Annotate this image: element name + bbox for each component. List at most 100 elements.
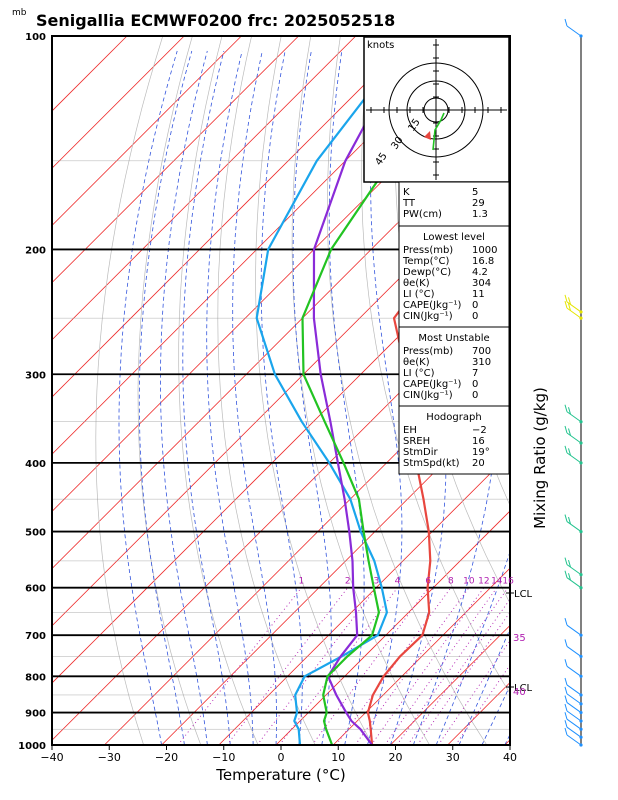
wind-barb-shaft <box>566 577 582 589</box>
index-label: Press(mb) <box>403 346 453 357</box>
index-label: SREH <box>403 436 430 447</box>
isotherm-line <box>218 453 510 745</box>
wind-barb-shaft <box>566 521 582 532</box>
lcl-label-lower: LCL <box>514 683 533 694</box>
temperature-tick-label: −20 <box>155 751 178 764</box>
index-value: 11 <box>472 289 485 300</box>
mixing-ratio-line <box>354 587 470 745</box>
isotherm-line <box>52 36 128 112</box>
pressure-unit: mb <box>12 8 27 18</box>
index-value: −2 <box>472 425 487 436</box>
mixing-ratio-line <box>384 587 498 745</box>
index-value: 20 <box>472 458 485 469</box>
wind-barb-feather <box>564 720 568 728</box>
index-value: 0 <box>472 300 478 311</box>
pressure-tick-label: 600 <box>25 584 46 595</box>
dry-adiabat <box>291 36 430 745</box>
index-label: Dewp(°C) <box>403 267 451 278</box>
lcl-label-upper: LCL <box>514 589 533 600</box>
wind-barb-feather <box>564 618 568 626</box>
index-label: StmSpd(kt) <box>403 458 460 469</box>
wind-barb-feather <box>564 570 568 578</box>
pressure-tick-label: 100 <box>25 32 46 43</box>
wind-barb-feather <box>564 445 568 453</box>
index-section-box <box>398 181 510 227</box>
mixing-ratio-label: 16 <box>502 577 514 587</box>
wind-barb-feather <box>568 448 571 456</box>
wind-barb-feather <box>564 727 568 736</box>
wind-barb-shaft <box>566 307 582 319</box>
temperature-tick-label: −30 <box>98 751 121 764</box>
index-value: 1000 <box>472 245 497 256</box>
isotherm-line <box>52 36 357 341</box>
index-label: StmDir <box>403 447 438 458</box>
moist-adiabat <box>292 50 332 745</box>
wind-barb-shaft <box>566 301 582 313</box>
pressure-tick-label: 1000 <box>18 741 46 752</box>
wind-barb-shaft <box>566 411 582 423</box>
mixing-ratio-labels: 1 2 3 4 6 8 10 12 14 16 <box>299 577 515 587</box>
mixing-ratio-line <box>335 587 452 745</box>
wind-barb-feather <box>564 659 568 667</box>
profile-lines <box>255 36 510 745</box>
index-label: TT <box>402 198 416 209</box>
wind-barb-feather <box>564 557 568 565</box>
mixing-ratio-axis-label: Mixing Ratio (g/kg) <box>531 387 549 529</box>
mixing-ratio-line <box>396 587 509 745</box>
moist-adiabat <box>138 50 193 745</box>
temperature-tick-label: 30 <box>446 751 460 764</box>
wind-barb-feather <box>568 573 571 581</box>
index-label: CIN(Jkg⁻¹) <box>403 311 453 322</box>
index-label: θe(K) <box>403 357 430 368</box>
wind-barb-shaft <box>566 726 582 738</box>
isotherm-line <box>52 36 299 284</box>
index-value: 310 <box>472 357 491 368</box>
hodograph: knots 15 30 45 <box>363 36 510 183</box>
index-label: K <box>403 187 410 198</box>
wind-barb-feather <box>564 425 568 434</box>
wind-barb-shaft <box>566 665 582 677</box>
wind-barb-feather <box>564 677 568 686</box>
temperature-tick-label: −40 <box>40 751 63 764</box>
dry-adiabat <box>577 36 618 745</box>
wind-barb-feather <box>564 686 568 695</box>
wind-barb-feather <box>564 639 568 647</box>
wind-profile <box>564 18 583 747</box>
wind-barb-feather <box>568 303 571 311</box>
mixing-ratio-line <box>437 639 510 745</box>
mixing-ratio-label: 3 <box>374 577 380 587</box>
wind-barb-feather <box>564 294 568 303</box>
wind-barb-shaft <box>566 432 582 444</box>
index-value: 29 <box>472 198 485 209</box>
index-section-box <box>398 225 510 328</box>
isotherm-line <box>52 167 510 627</box>
index-label: θe(K) <box>403 278 430 289</box>
temperature-tick-label: 10 <box>331 751 345 764</box>
isotherm-line <box>562 36 618 745</box>
dewpoint-line <box>255 36 414 745</box>
dry-adiabat <box>178 36 259 745</box>
dry-adiabat <box>548 36 618 745</box>
theta-label-40: 40 <box>513 687 526 698</box>
dry-adiabat <box>327 36 488 745</box>
index-section-heading: Lowest level <box>423 232 485 243</box>
pressure-tick-label: 200 <box>25 245 46 256</box>
wind-barb-feather <box>568 297 571 305</box>
index-value: 19° <box>472 447 490 458</box>
chart-title: Senigallia ECMWF0200 frc: 2025052518 <box>36 11 395 30</box>
index-label: Press(mb) <box>403 245 453 256</box>
wind-barb-feather <box>568 407 571 415</box>
temperature-tick-label: 40 <box>503 751 517 764</box>
index-value: 16.8 <box>472 256 494 267</box>
isotherm-line <box>52 224 510 684</box>
wind-barb-feather <box>564 695 568 703</box>
index-section-box <box>398 405 510 475</box>
moist-adiabat <box>182 50 231 745</box>
temperature-tick-label: 20 <box>389 751 403 764</box>
wind-barb-shaft <box>566 702 582 713</box>
wind-barb-shaft <box>566 646 582 657</box>
mixing-ratio-label: 4 <box>395 577 401 587</box>
index-value: 5 <box>472 187 478 198</box>
mixing-ratio-label: 6 <box>425 577 431 587</box>
